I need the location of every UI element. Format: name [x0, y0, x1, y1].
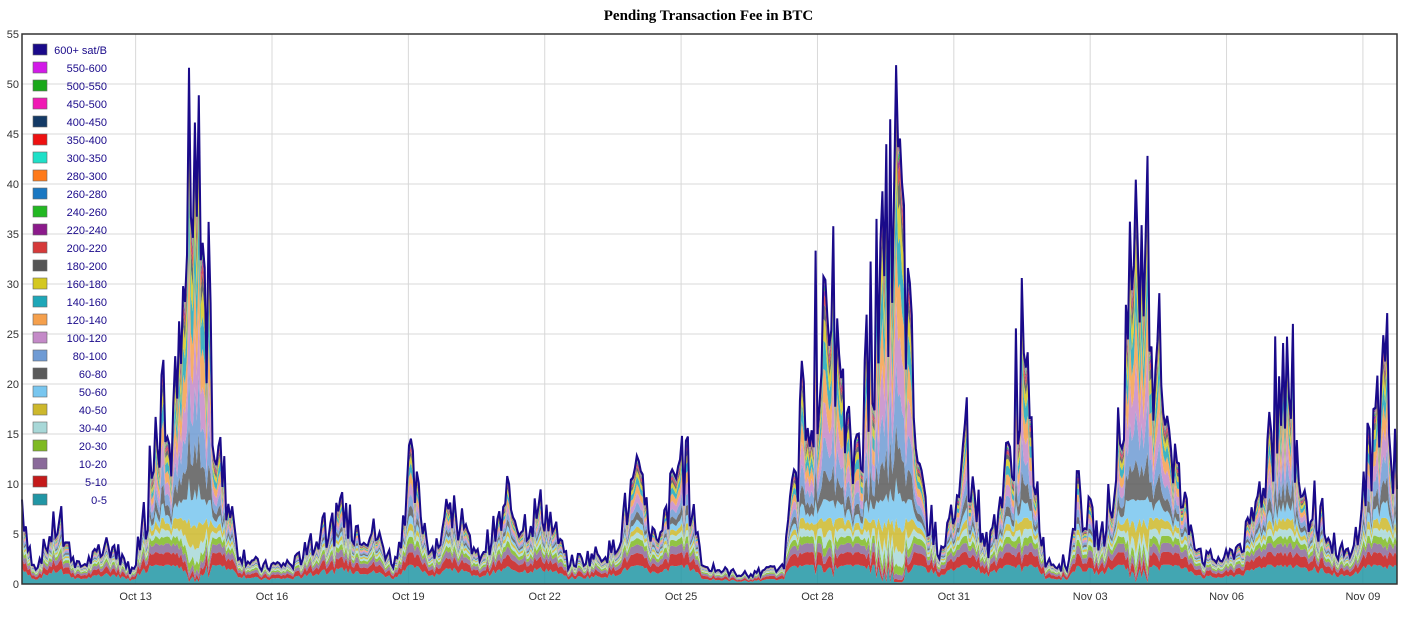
- legend-label: 140-160: [67, 297, 107, 309]
- legend-label: 400-450: [67, 117, 107, 129]
- series-area-240-260: [22, 79, 1397, 578]
- legend-label: 60-80: [79, 369, 107, 381]
- legend-label: 300-350: [67, 153, 107, 165]
- legend-label: 500-550: [67, 81, 107, 93]
- y-tick-label: 40: [7, 179, 19, 191]
- legend-label: 40-50: [79, 405, 107, 417]
- legend-swatch: [32, 205, 48, 218]
- x-tick-label: Oct 16: [256, 591, 288, 603]
- legend-label: 120-140: [67, 315, 107, 327]
- y-tick-label: 30: [7, 279, 19, 291]
- series-area-0-5: [22, 564, 1397, 584]
- legend-label: 200-220: [67, 243, 107, 255]
- chart-title: Pending Transaction Fee in BTC: [603, 8, 814, 24]
- x-tick-label: Nov 09: [1345, 591, 1380, 603]
- legend-label: 50-60: [79, 387, 107, 399]
- legend-label: 260-280: [67, 189, 107, 201]
- legend-label: 280-300: [67, 171, 107, 183]
- legend-label: 600+ sat/B: [54, 45, 107, 57]
- y-tick-label: 10: [7, 479, 19, 491]
- series-area-400-450: [22, 70, 1397, 578]
- legend-swatch: [32, 385, 48, 398]
- series-area-300-350: [22, 72, 1397, 578]
- legend-swatch: [32, 331, 48, 344]
- legend-swatch: [32, 223, 48, 236]
- legend-label: 20-30: [79, 441, 107, 453]
- x-tick-label: Oct 22: [529, 591, 561, 603]
- legend-swatch: [32, 79, 48, 92]
- legend-label: 100-120: [67, 333, 107, 345]
- legend-swatch: [32, 43, 48, 56]
- series-area-600-sat-B: [21, 65, 1398, 580]
- x-tick-label: Oct 28: [801, 591, 833, 603]
- y-tick-label: 45: [7, 129, 19, 141]
- legend-label: 160-180: [67, 279, 107, 291]
- legend-swatch: [32, 367, 48, 380]
- legend-swatch: [32, 151, 48, 164]
- x-tick-label: Oct 13: [119, 591, 151, 603]
- legend-label: 0-5: [91, 495, 107, 507]
- legend-swatch: [32, 97, 48, 110]
- legend-label: 80-100: [73, 351, 107, 363]
- y-tick-label: 50: [7, 79, 19, 91]
- series-area-550-600: [22, 66, 1397, 578]
- series-area-500-550: [22, 67, 1397, 578]
- series-area-350-400: [22, 71, 1397, 578]
- legend-swatch: [32, 187, 48, 200]
- x-tick-label: Nov 06: [1209, 591, 1244, 603]
- legend-swatch: [32, 277, 48, 290]
- legend-swatch: [32, 493, 48, 506]
- legend-label: 240-260: [67, 207, 107, 219]
- legend-label: 180-200: [67, 261, 107, 273]
- x-tick-label: Oct 25: [665, 591, 697, 603]
- legend-swatch: [32, 349, 48, 362]
- y-tick-label: 35: [7, 229, 19, 241]
- legend-label: 30-40: [79, 423, 107, 435]
- y-tick-label: 0: [13, 579, 19, 591]
- legend-swatch: [32, 241, 48, 254]
- legend-swatch: [32, 475, 48, 488]
- legend-label: 5-10: [85, 477, 107, 489]
- legend-label: 220-240: [67, 225, 107, 237]
- y-tick-label: 5: [13, 529, 19, 541]
- legend-swatch: [32, 115, 48, 128]
- legend-label: 350-400: [67, 135, 107, 147]
- y-tick-label: 20: [7, 379, 19, 391]
- series-area-260-280: [22, 76, 1397, 578]
- y-tick-label: 15: [7, 429, 19, 441]
- series-area-5-10: [22, 551, 1397, 583]
- x-tick-label: Oct 19: [392, 591, 424, 603]
- series-area-10-20: [22, 542, 1397, 581]
- y-tick-label: 55: [7, 29, 19, 41]
- legend-swatch: [32, 259, 48, 272]
- series-area-20-30: [22, 535, 1397, 580]
- y-tick-label: 25: [7, 329, 19, 341]
- series-area-450-500: [22, 69, 1397, 578]
- legend-swatch: [32, 439, 48, 452]
- legend-swatch: [32, 457, 48, 470]
- legend-swatch: [32, 169, 48, 182]
- legend-swatch: [32, 313, 48, 326]
- series-area-140-160: [22, 180, 1397, 579]
- plot-frame: [21, 33, 1398, 585]
- x-tick-label: Nov 03: [1073, 591, 1108, 603]
- legend-swatch: [32, 61, 48, 74]
- legend-swatch: [32, 421, 48, 434]
- legend-label: 450-500: [67, 99, 107, 111]
- legend-label: 10-20: [79, 459, 107, 471]
- legend-swatch: [32, 295, 48, 308]
- x-tick-label: Oct 31: [938, 591, 970, 603]
- legend-swatch: [32, 133, 48, 146]
- legend-swatch: [32, 403, 48, 416]
- series-area-280-300: [22, 74, 1397, 578]
- legend-label: 550-600: [67, 63, 107, 75]
